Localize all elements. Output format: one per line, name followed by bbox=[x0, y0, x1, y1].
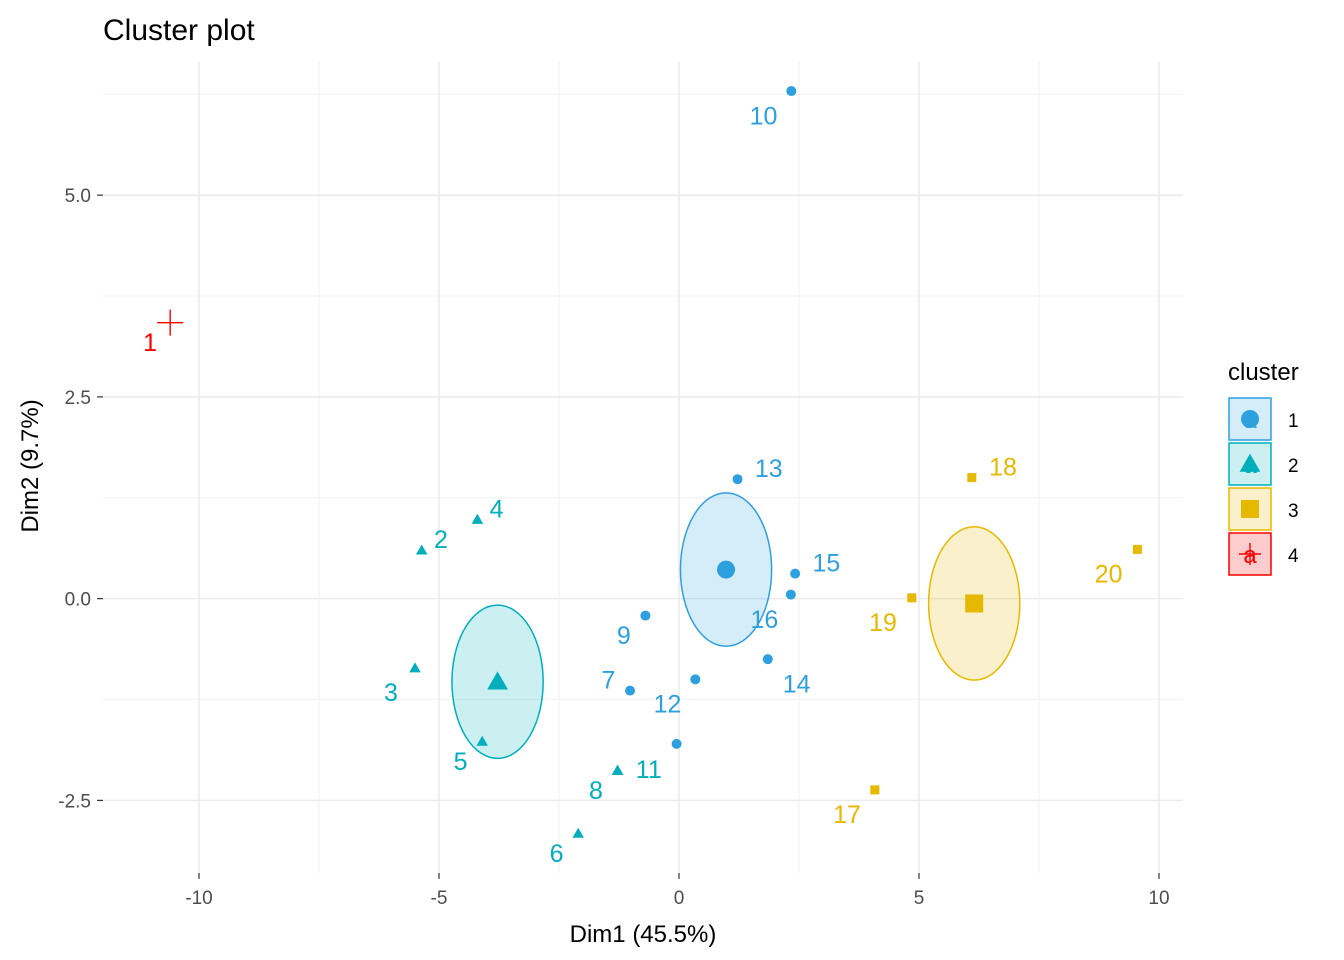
point-3 bbox=[409, 662, 421, 673]
legend-marker-4 bbox=[1239, 543, 1261, 565]
legend-label-4: 4 bbox=[1288, 546, 1299, 567]
point-12 bbox=[690, 674, 701, 685]
point-label-18: 18 bbox=[989, 453, 1017, 481]
point-label-5: 5 bbox=[454, 748, 468, 776]
legend-item-2: a2 bbox=[1228, 442, 1299, 486]
y-tick-label: 0.0 bbox=[65, 590, 91, 611]
x-tick-label: -10 bbox=[185, 888, 212, 909]
point-15 bbox=[790, 568, 801, 579]
cluster-center-1 bbox=[717, 560, 736, 579]
cluster-centers bbox=[487, 560, 984, 690]
legend-label-1: 1 bbox=[1288, 411, 1299, 432]
point-label-13: 13 bbox=[755, 455, 783, 483]
legend-label-3: 3 bbox=[1288, 501, 1299, 522]
plot-grid bbox=[103, 62, 1183, 873]
point-label-3: 3 bbox=[384, 679, 398, 707]
y-tick-label: -2.5 bbox=[58, 791, 91, 812]
cluster-center-3 bbox=[965, 594, 984, 613]
point-10 bbox=[786, 86, 797, 97]
point-label-14: 14 bbox=[783, 670, 811, 698]
point-11 bbox=[611, 764, 624, 775]
x-tick-label: 10 bbox=[1148, 888, 1169, 909]
point-label-9: 9 bbox=[617, 622, 631, 650]
point-label-8: 8 bbox=[589, 777, 603, 805]
point-label-4: 4 bbox=[490, 495, 504, 523]
point-13 bbox=[732, 474, 743, 485]
point-4 bbox=[471, 513, 484, 524]
y-tick-label: 5.0 bbox=[65, 186, 91, 207]
point-16 bbox=[785, 589, 796, 600]
axes: -10 -5 0 5 10 -2.5 0.0 2.5 5.0 bbox=[58, 186, 1169, 909]
cluster-center-2 bbox=[487, 671, 508, 690]
point-label-16: 16 bbox=[751, 606, 779, 634]
point-18 bbox=[967, 473, 977, 483]
point-label-20: 20 bbox=[1095, 561, 1123, 589]
point-9 bbox=[640, 610, 651, 621]
point-17 bbox=[870, 785, 880, 795]
point-label-17: 17 bbox=[833, 801, 861, 829]
legend-label-2: 2 bbox=[1288, 456, 1299, 477]
point-unlabeled bbox=[671, 738, 682, 749]
legend-marker-1 bbox=[1241, 410, 1259, 428]
data-points bbox=[157, 86, 1142, 838]
point-5 bbox=[476, 735, 488, 746]
x-axis-title: Dim1 (45.5%) bbox=[570, 921, 717, 948]
point-label-2: 2 bbox=[434, 526, 448, 554]
point-6 bbox=[572, 827, 584, 838]
point-label-7: 7 bbox=[601, 666, 615, 694]
point-label-10: 10 bbox=[750, 102, 778, 130]
x-tick-label: 0 bbox=[674, 888, 685, 909]
legend-title: cluster bbox=[1228, 359, 1299, 386]
y-tick-label: 2.5 bbox=[65, 388, 91, 409]
legend-item-3: a3 bbox=[1228, 487, 1299, 531]
y-axis-title: Dim2 (9.7%) bbox=[17, 399, 44, 532]
point-20 bbox=[1132, 544, 1142, 554]
x-tick-label: 5 bbox=[914, 888, 925, 909]
legend-item-1: a1 bbox=[1228, 397, 1299, 441]
chart-title: Cluster plot bbox=[103, 14, 255, 47]
legend-marker-3 bbox=[1241, 500, 1259, 518]
point-1 bbox=[157, 309, 184, 336]
point-label-15: 15 bbox=[812, 549, 840, 577]
point-label-11: 11 bbox=[636, 756, 662, 784]
point-14 bbox=[762, 654, 773, 665]
point-label-6: 6 bbox=[550, 840, 564, 868]
legend: cluster a1a2a3a4 bbox=[1228, 359, 1299, 576]
point-label-19: 19 bbox=[869, 609, 897, 637]
point-7 bbox=[625, 685, 636, 696]
point-label-12: 12 bbox=[654, 691, 682, 719]
cluster-ellipses bbox=[451, 492, 1021, 760]
legend-marker-2 bbox=[1239, 453, 1261, 472]
point-label-1: 1 bbox=[143, 329, 157, 357]
x-tick-label: -5 bbox=[431, 888, 448, 909]
point-2 bbox=[415, 544, 428, 555]
point-19 bbox=[907, 593, 917, 603]
